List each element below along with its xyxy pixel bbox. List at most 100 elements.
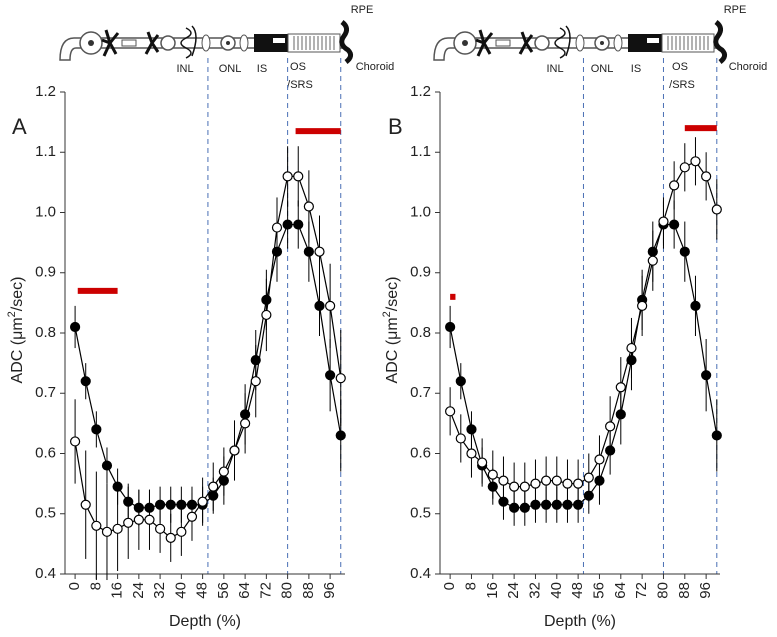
data-point [325,300,336,311]
y-tick-label: 1.0 [410,203,431,220]
panel-label: A [12,114,27,139]
y-axis-label: ADC (μm2/sec) [381,277,401,384]
x-tick-label: 16 [484,582,501,599]
y-tick-label: 0.8 [35,324,56,341]
data-point [293,219,304,230]
x-tick-label: 8 [462,582,479,590]
data-point [282,171,293,182]
y-tick-label: 0.6 [410,444,431,461]
data-point [155,523,166,534]
y-axis-label-part: 2 [381,311,393,317]
data-point [314,300,325,311]
data-point [455,433,466,444]
data-point [325,370,336,381]
data-point [477,457,488,468]
x-tick-label: 80 [279,582,296,599]
data-point [701,171,712,182]
data-point [583,472,594,483]
x-tick-label: 48 [569,582,586,599]
data-point [711,430,722,441]
retina-diagram [434,22,725,62]
data-point [445,321,456,333]
data-point [605,421,616,432]
data-point [240,418,251,429]
x-tick-label: 16 [109,582,126,599]
data-point [303,201,314,212]
y-axis-label: ADC (μm2/sec) [6,277,26,384]
data-point [658,216,669,227]
data-point [637,300,648,311]
x-tick-label: 0 [66,582,83,590]
y-tick-label: 0.4 [35,565,56,582]
data-point [218,466,229,477]
x-tick-label: 72 [633,582,650,599]
data-point [80,499,91,510]
data-point [690,300,701,311]
data-point [186,511,198,522]
x-tick-label: 40 [172,582,189,599]
y-tick-label: 0.5 [35,505,56,522]
layer-label: OS [290,61,306,73]
data-point [133,514,144,525]
data-point [176,526,187,537]
y-tick-label: 1.2 [410,83,431,100]
y-tick-label: 0.4 [410,565,431,582]
layer-label: ONL [219,63,242,75]
layer-label: IS [631,63,641,75]
data-point [455,376,466,387]
x-tick-label: 8 [87,582,104,590]
y-tick-label: 0.5 [410,505,431,522]
y-tick-label: 1.0 [35,203,56,220]
data-point [335,430,346,441]
y-tick-label: 0.7 [410,384,431,401]
x-tick-label: 40 [548,582,565,599]
data-point [573,478,584,489]
data-point [519,481,530,492]
panel-label: B [388,114,403,139]
data-point [69,436,81,447]
layer-label: Choroid [729,61,768,73]
layer-label: /SRS [669,79,695,91]
data-point [293,171,304,182]
y-tick-label: 1.2 [35,83,56,100]
data-point [165,532,176,543]
layer-label: OS [672,61,688,73]
x-tick-label: 64 [236,582,253,599]
y-axis-label-part: 2 [6,311,18,317]
layer-label: RPE [724,4,747,16]
data-point [530,478,541,489]
data-point [679,246,690,257]
x-tick-label: 56 [590,582,607,599]
y-tick-label: 0.8 [410,324,431,341]
y-tick-label: 0.7 [35,384,56,401]
layer-label: INL [546,63,563,75]
x-axis-label: Depth (%) [169,613,241,630]
data-point [594,454,605,465]
data-point [509,481,520,492]
data-point [144,514,155,525]
x-tick-label: 88 [300,582,317,599]
x-tick-label: 24 [505,582,522,599]
data-point [445,406,456,417]
x-tick-label: 32 [526,582,543,599]
data-point [271,222,283,233]
data-point [80,376,91,387]
data-point [91,424,102,435]
x-tick-label: 32 [151,582,168,599]
data-point [69,321,81,333]
y-axis-label-part: ADC (μm [9,317,26,383]
y-axis-label-part: /sec) [9,277,26,312]
data-point [669,180,680,191]
data-point [101,526,113,537]
x-tick-label: 56 [215,582,232,599]
x-tick-label: 48 [194,582,211,599]
data-point [112,523,123,534]
data-point [165,499,176,510]
y-axis-label-part: ADC (μm [384,317,401,383]
x-tick-label: 96 [321,582,338,599]
layer-label: ONL [591,63,614,75]
data-point [123,517,134,528]
data-point [101,460,113,471]
